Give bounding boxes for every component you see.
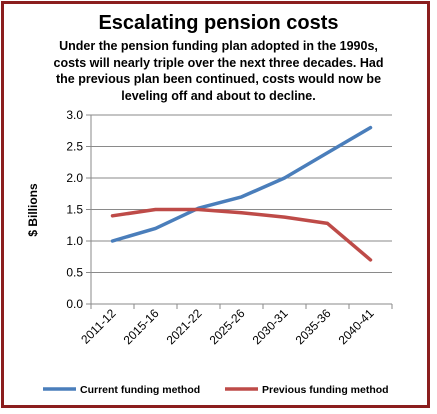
- y-tick-label: 1.5: [66, 203, 83, 217]
- subtitle-line: the previous plan been continued, costs …: [55, 72, 382, 86]
- x-tick-labels: 2011-12 2015-16 2021-22 2025-26 2030-31 2035-…: [78, 306, 377, 347]
- subtitle-line: costs will nearly triple over the next t…: [53, 55, 384, 70]
- y-tick-label: 1.0: [66, 234, 83, 248]
- y-tick-label: 0.0: [66, 297, 83, 311]
- y-tick-label: 2.0: [66, 171, 83, 185]
- axes: [86, 114, 393, 309]
- legend-label: Current funding method: [80, 384, 200, 396]
- gridlines: [91, 114, 392, 273]
- x-tick-label: 2030-31: [250, 306, 291, 347]
- y-tick-label: 0.5: [66, 266, 83, 280]
- y-axis-label: $ Billions: [26, 183, 40, 237]
- y-tick-labels: 0.0 0.5 1.0 1.5 2.0 2.5 3.0: [66, 108, 83, 311]
- x-tick-label: 2021-22: [164, 306, 205, 347]
- x-tick-label: 2025-26: [207, 306, 248, 347]
- chart-subtitle: Under the pension funding plan adopted i…: [40, 38, 397, 104]
- legend: Current funding method Previous funding m…: [43, 384, 389, 396]
- x-tick-label: 2015-16: [121, 306, 162, 347]
- x-tick-label: 2011-12: [78, 306, 119, 347]
- x-tick-label: 2040-41: [336, 306, 377, 347]
- series-line-1: [110, 125, 373, 243]
- subtitle-line: Under the pension funding plan adopted i…: [59, 39, 378, 53]
- subtitle-line: leveling off and about to decline.: [121, 88, 316, 103]
- series-lines: [110, 125, 373, 262]
- chart-title: Escalating pension costs: [98, 12, 339, 34]
- y-tick-label: 3.0: [66, 108, 83, 122]
- x-tick-label: 2035-36: [293, 306, 334, 347]
- series-line-2: [110, 207, 373, 262]
- y-tick-label: 2.5: [66, 140, 83, 154]
- legend-label: Previous funding method: [262, 384, 389, 396]
